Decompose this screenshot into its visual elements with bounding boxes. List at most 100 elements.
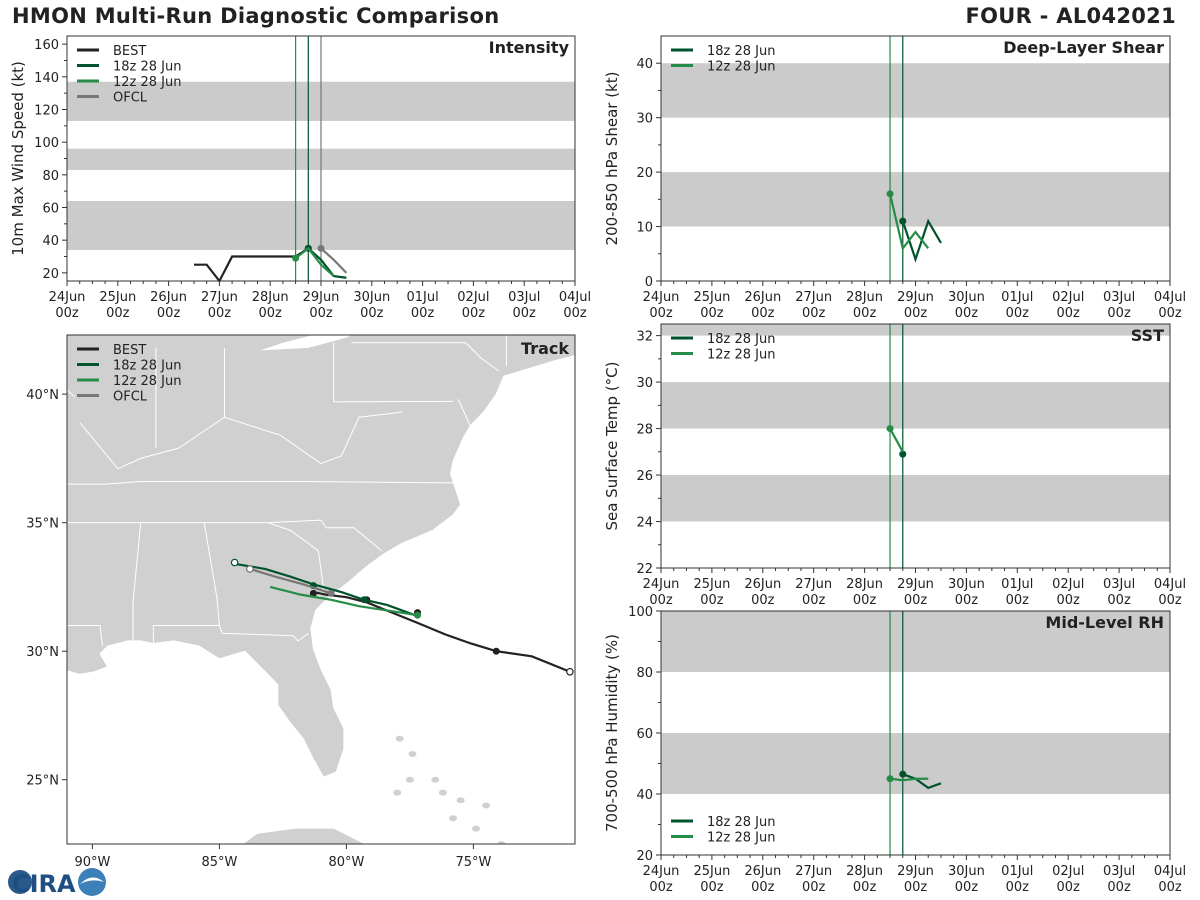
track-marker — [309, 589, 317, 597]
intensity-series-marker — [292, 254, 300, 262]
intensity-ytick-label: 60 — [42, 202, 59, 217]
sst-ytick-label: 24 — [636, 516, 653, 531]
shear-xtick-label-hour: 00z — [751, 306, 775, 321]
rh-xtick-label-hour: 00z — [1057, 880, 1081, 895]
state-border — [351, 342, 482, 359]
rh-xtick-label-hour: 00z — [1107, 880, 1131, 895]
shear-series-marker — [899, 217, 907, 225]
rh-ytick-label: 20 — [636, 849, 653, 864]
track-legend-label: OFCL — [113, 390, 148, 405]
shear-shaded-band — [661, 172, 1170, 227]
sst-ytick-label: 22 — [636, 562, 653, 577]
track-marker — [360, 596, 368, 604]
shear-xtick-label-date: 25Jun — [693, 290, 730, 305]
sst-xtick-label-date: 01Jul — [1001, 577, 1033, 592]
sst-xtick-label-hour: 00z — [649, 593, 673, 608]
sst-xtick-label-hour: 00z — [751, 593, 775, 608]
track-line — [249, 567, 332, 595]
sst-series-marker — [899, 450, 907, 458]
figure-title: HMON Multi-Run Diagnostic Comparison — [12, 4, 500, 28]
track-legend-label: BEST — [113, 343, 146, 358]
track-map — [67, 335, 575, 844]
track-xtick-label: 90°W — [74, 855, 110, 870]
track-frame — [66, 334, 576, 845]
intensity-legend-label: 18z 28 Jun — [113, 60, 182, 75]
shear-xtick-label-date: 29Jun — [897, 290, 934, 305]
shear-ytick-label: 10 — [636, 221, 653, 236]
sst-legend-label: 12z 28 Jun — [707, 348, 776, 363]
shear-xtick-label-hour: 00z — [1006, 306, 1030, 321]
intensity-xtick-label-hour: 00z — [106, 306, 130, 321]
track-line — [313, 590, 571, 673]
sst-ytick-label: 26 — [636, 469, 653, 484]
intensity-xtick-label-hour: 00z — [259, 306, 283, 321]
intensity-xtick-label-date: 04Jul — [559, 290, 591, 305]
storm-id-title: FOUR - AL042021 — [965, 4, 1176, 28]
intensity-xtick-label-hour: 00z — [411, 306, 435, 321]
intensity-series-marker — [317, 244, 325, 252]
rh-legend-label: 12z 28 Jun — [707, 831, 776, 846]
track-endpoint-marker — [246, 565, 254, 573]
sst-xtick-label-date: 27Jun — [795, 577, 832, 592]
track-ytick-label: 30°N — [26, 645, 59, 660]
state-border — [67, 624, 104, 647]
intensity-xtick-label-date: 03Jul — [508, 290, 540, 305]
state-border — [267, 522, 325, 598]
intensity-ytick-label: 100 — [34, 136, 59, 151]
sst-xtick-label-hour: 00z — [802, 593, 826, 608]
rh-xtick-label-date: 30Jun — [948, 864, 985, 879]
rh-ytick-label: 60 — [636, 727, 653, 742]
shear-xtick-label-hour: 00z — [955, 306, 979, 321]
track-panel: 90°W 85°W 80°W 75°W 25°N 30°N 35°N 40°N Track BES… — [26, 334, 576, 870]
track-endpoint-marker — [230, 558, 239, 567]
sst-xtick-label-hour: 00z — [700, 593, 724, 608]
sst-shaded-band — [661, 324, 1170, 336]
shear-xtick-label-date: 24Jun — [643, 290, 680, 305]
bahamas-island — [438, 789, 447, 796]
sst-xtick-label-date: 24Jun — [643, 577, 680, 592]
intensity-ytick-label: 160 — [34, 38, 59, 53]
rh-xtick-label-date: 02Jul — [1052, 864, 1084, 879]
track-endpoint-marker — [566, 667, 574, 676]
sst-shaded-band — [661, 382, 1170, 429]
state-border — [67, 389, 75, 398]
track-line — [269, 585, 418, 617]
bahamas-island — [408, 751, 417, 758]
intensity-xtick-label-hour: 00z — [462, 306, 486, 321]
shear-xtick-label-hour: 00z — [1057, 306, 1081, 321]
track-xtick-label: 75°W — [455, 855, 491, 870]
sst-xtick-label-date: 28Jun — [846, 577, 883, 592]
rh-xtick-label-hour: 00z — [955, 880, 979, 895]
intensity-ytick-label: 40 — [42, 234, 59, 249]
shear-xtick-label-date: 28Jun — [846, 290, 883, 305]
intensity-xtick-label-hour: 00z — [563, 306, 587, 321]
rh-shaded-band — [661, 611, 1170, 672]
sst-xtick-label-date: 29Jun — [897, 577, 934, 592]
bahamas-island — [393, 789, 402, 796]
sst-xtick-label-hour: 00z — [1057, 593, 1081, 608]
intensity-xtick-label-hour: 00z — [208, 306, 232, 321]
sst-ylabel: Sea Surface Temp (°C) — [603, 361, 621, 530]
rh-xtick-label-date: 27Jun — [795, 864, 832, 879]
shear-xtick-label-hour: 00z — [1158, 306, 1182, 321]
rh-xtick-label-date: 24Jun — [643, 864, 680, 879]
shear-ytick-label: 20 — [636, 166, 653, 181]
rh-xtick-label-date: 28Jun — [846, 864, 883, 879]
intensity-ytick-label: 140 — [34, 71, 59, 86]
shear-title: Deep-Layer Shear — [1003, 38, 1164, 57]
cira-logo-globe-icon — [8, 870, 32, 894]
rh-xtick-label-date: 29Jun — [897, 864, 934, 879]
shear-panel: 01020304024Jun00z25Jun00z26Jun00z27Jun00… — [603, 35, 1186, 321]
intensity-xtick-label-date: 29Jun — [303, 290, 340, 305]
track-marker — [327, 589, 335, 597]
rh-xtick-label-hour: 00z — [904, 880, 928, 895]
intensity-xtick-label-date: 02Jul — [457, 290, 489, 305]
intensity-xtick-label-date: 24Jun — [49, 290, 86, 305]
sst-legend-label: 18z 28 Jun — [707, 332, 776, 347]
shear-shaded-band — [661, 63, 1170, 118]
sst-series-line — [889, 428, 904, 453]
sst-xtick-label-date: 02Jul — [1052, 577, 1084, 592]
rh-series-marker — [899, 770, 907, 778]
intensity-xtick-label-hour: 00z — [513, 306, 537, 321]
